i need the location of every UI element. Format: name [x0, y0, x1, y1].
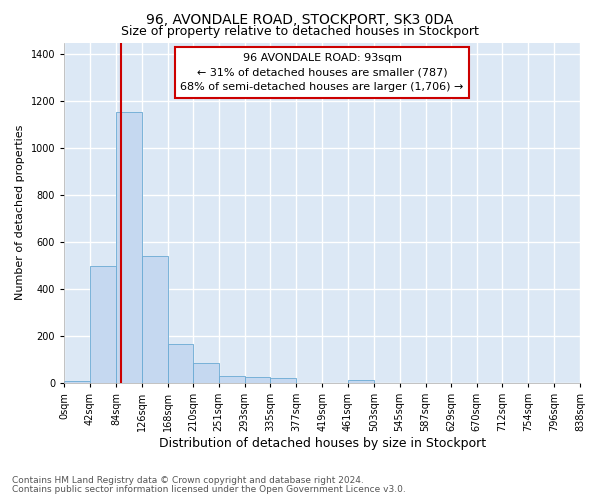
Text: Contains public sector information licensed under the Open Government Licence v3: Contains public sector information licen… [12, 485, 406, 494]
Bar [116, 112, 142, 383]
Bar [193, 363, 218, 383]
Bar [90, 266, 116, 383]
Text: Size of property relative to detached houses in Stockport: Size of property relative to detached ho… [121, 25, 479, 38]
Bar [167, 344, 193, 383]
X-axis label: Distribution of detached houses by size in Stockport: Distribution of detached houses by size … [158, 437, 485, 450]
Bar [64, 380, 90, 383]
Bar [218, 376, 245, 383]
Bar [271, 378, 296, 383]
Text: 96 AVONDALE ROAD: 93sqm
← 31% of detached houses are smaller (787)
68% of semi-d: 96 AVONDALE ROAD: 93sqm ← 31% of detache… [181, 52, 464, 92]
Bar [245, 377, 271, 383]
Bar [142, 256, 167, 383]
Text: Contains HM Land Registry data © Crown copyright and database right 2024.: Contains HM Land Registry data © Crown c… [12, 476, 364, 485]
Text: 96, AVONDALE ROAD, STOCKPORT, SK3 0DA: 96, AVONDALE ROAD, STOCKPORT, SK3 0DA [146, 12, 454, 26]
Bar [348, 380, 374, 383]
Y-axis label: Number of detached properties: Number of detached properties [15, 125, 25, 300]
